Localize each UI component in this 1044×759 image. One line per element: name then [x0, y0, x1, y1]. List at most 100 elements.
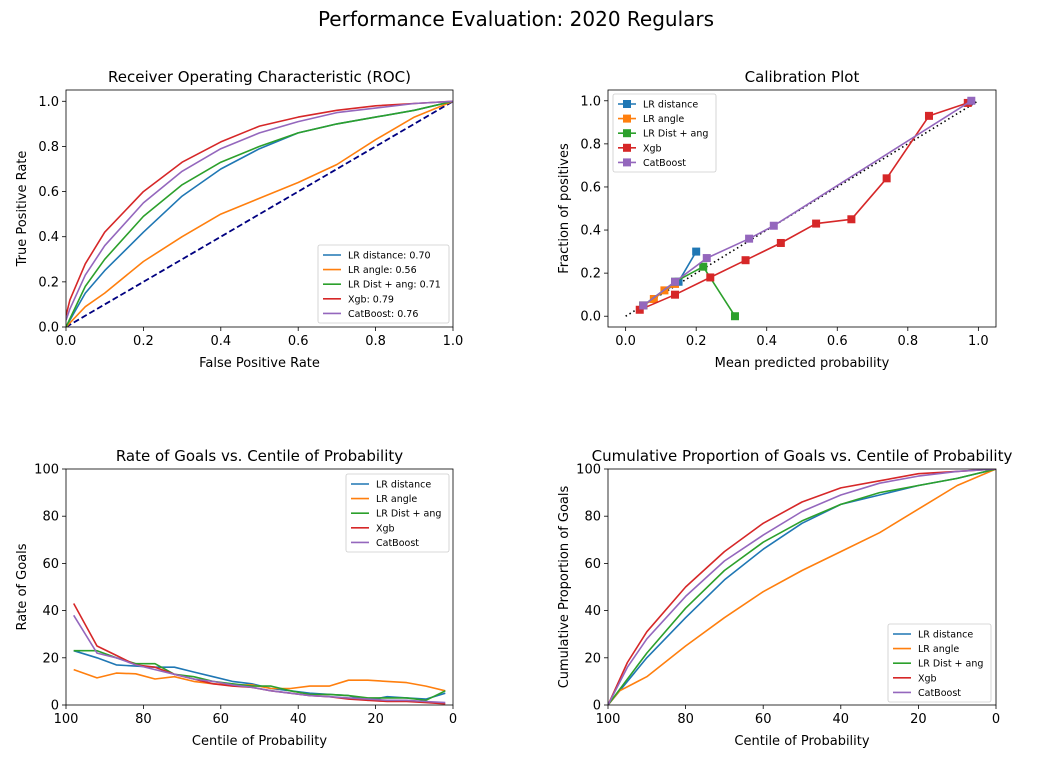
x-tick-label: 0.6	[827, 334, 848, 349]
y-tick-label: 20	[42, 651, 59, 666]
legend-label: LR angle	[918, 644, 959, 655]
x-tick-label: 60	[213, 712, 230, 727]
y-axis-label: Rate of Goals	[15, 543, 30, 630]
axes-frame	[65, 468, 454, 706]
x-tick-label: 80	[135, 712, 152, 727]
legend-box	[317, 244, 450, 324]
legend-label: CatBoost	[918, 688, 961, 699]
plot-area	[625, 96, 979, 321]
y-tick-label: 0.8	[38, 140, 59, 155]
x-tick-label: 60	[755, 712, 772, 727]
chart-panel-3: Rate of Goals vs. Centile of Probability…	[15, 447, 457, 749]
series-line	[642, 265, 736, 317]
x-axis-label: Centile of Probability	[734, 734, 869, 749]
y-tick-label: 0.4	[580, 224, 601, 239]
figure-suptitle: Performance Evaluation: 2020 Regulars	[318, 7, 714, 31]
legend-label: LR distance	[643, 100, 698, 111]
legend: LR distance LR angle LR Dist + ang Xgb CatBo…	[887, 623, 992, 703]
y-tick-label: 100	[34, 463, 59, 478]
y-tick-label: 60	[42, 557, 59, 572]
x-tick-label: 0.8	[897, 334, 918, 349]
plot-area	[608, 469, 996, 705]
legend-label: LR angle: 0.56	[348, 265, 417, 276]
legend-label: LR Dist + ang	[643, 129, 708, 140]
x-tick-label: 100	[54, 712, 79, 727]
series-point	[769, 221, 778, 230]
legend-label: CatBoost	[376, 538, 419, 549]
x-tick-label: 1.0	[968, 334, 989, 349]
y-tick-label: 0.2	[580, 267, 601, 282]
y-tick-label: 20	[584, 651, 601, 666]
chart-panel-2: Calibration Plot Mean predicted probabili…	[557, 68, 997, 371]
series-line	[73, 649, 446, 702]
legend-box	[345, 473, 450, 553]
legend-label: LR angle	[643, 114, 684, 125]
series-point	[741, 256, 750, 265]
series-line	[642, 100, 972, 307]
legend-label: LR distance	[918, 630, 973, 641]
y-tick-label: 40	[584, 604, 601, 619]
legend-label: LR angle	[376, 494, 417, 505]
series-point	[671, 290, 680, 299]
series-point	[967, 96, 976, 105]
series-line	[66, 100, 453, 327]
y-tick-label: 0	[593, 699, 601, 714]
axes-frame	[607, 89, 997, 328]
series-line	[66, 100, 453, 316]
y-axis-label: True Positive Rate	[15, 151, 30, 268]
series-point	[649, 294, 658, 303]
y-tick-label: 100	[576, 463, 601, 478]
series-line	[66, 100, 453, 321]
x-tick-label: 0.8	[365, 334, 386, 349]
y-tick-label: 0.0	[580, 310, 601, 325]
x-tick-label: 80	[677, 712, 694, 727]
x-axis-label: Centile of Probability	[192, 734, 327, 749]
series-point	[730, 312, 739, 321]
x-tick-label: 0.0	[56, 334, 77, 349]
x-tick-label: 0.6	[288, 334, 309, 349]
x-tick-label: 20	[910, 712, 927, 727]
x-tick-label: 0.0	[615, 334, 636, 349]
plot-area	[72, 603, 446, 705]
series-line	[66, 100, 453, 327]
legend-label: CatBoost	[643, 158, 686, 169]
legend-marker	[623, 100, 631, 108]
series-point	[924, 111, 933, 120]
chart-title: Rate of Goals vs. Centile of Probability	[116, 447, 403, 465]
chart-panel-1: Receiver Operating Characteristic (ROC) F…	[15, 68, 463, 371]
chart-title: Cumulative Proportion of Goals vs. Centi…	[592, 447, 1013, 465]
y-axis-label: Cumulative Proportion of Goals	[557, 485, 572, 688]
reference-line	[66, 100, 453, 327]
x-axis-label: False Positive Rate	[199, 356, 320, 371]
y-tick-label: 0.0	[38, 321, 59, 336]
series-line	[608, 469, 996, 705]
reference-line	[625, 100, 979, 317]
legend-label: CatBoost: 0.76	[348, 309, 418, 320]
legend-marker	[623, 143, 631, 152]
series-point	[847, 215, 856, 224]
legend-label: LR Dist + ang	[918, 659, 983, 670]
series-point	[776, 238, 785, 247]
legend-label: Xgb	[643, 143, 662, 154]
legend-label: Xgb	[376, 523, 395, 534]
legend: LR distance LR angle LR Dist + ang Xgb CatBo…	[612, 93, 717, 173]
series-point	[692, 247, 701, 256]
legend-box	[612, 93, 717, 173]
series-line	[73, 668, 446, 692]
x-tick-label: 1.0	[443, 334, 464, 349]
x-tick-label: 0.2	[686, 334, 707, 349]
series-line	[608, 469, 996, 705]
x-tick-label: 100	[596, 712, 621, 727]
series-point	[882, 174, 891, 183]
plot-area	[66, 100, 453, 327]
x-tick-label: 0.2	[133, 334, 154, 349]
y-tick-label: 1.0	[580, 94, 601, 109]
y-tick-label: 0.8	[580, 137, 601, 152]
axes-frame	[607, 468, 997, 706]
x-tick-label: 0.4	[210, 334, 231, 349]
x-tick-label: 20	[367, 712, 384, 727]
y-tick-label: 0.4	[38, 230, 59, 245]
legend-label: LR Dist + ang: 0.71	[348, 280, 441, 291]
y-tick-label: 0.6	[580, 180, 601, 195]
